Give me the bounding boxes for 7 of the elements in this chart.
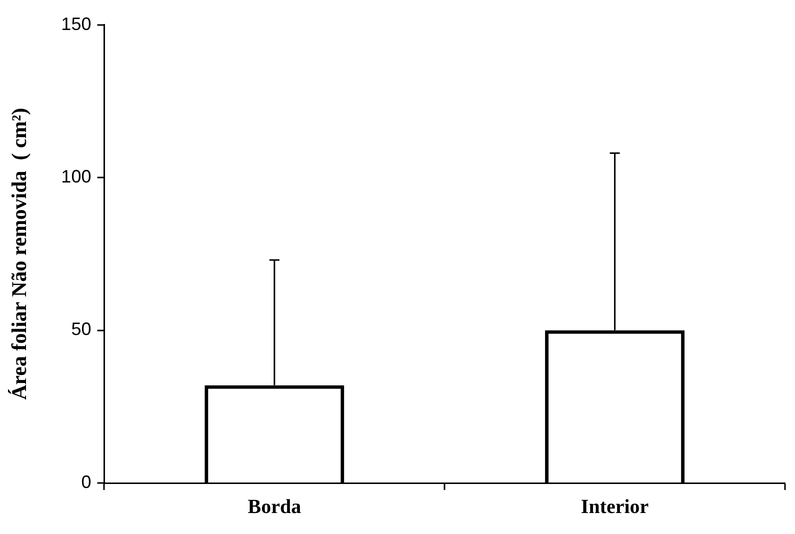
y-axis-title: Área foliar Não removida ( cm²) [7, 108, 32, 400]
y-tick-label: 100 [61, 166, 92, 186]
x-tick-label: Borda [248, 496, 302, 518]
x-tick-label: Interior [580, 496, 649, 518]
y-tick-label: 150 [61, 14, 92, 34]
y-tick-label: 0 [81, 472, 92, 492]
y-tick-label: 50 [71, 319, 92, 340]
